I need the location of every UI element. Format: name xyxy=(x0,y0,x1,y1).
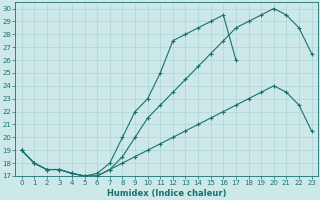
X-axis label: Humidex (Indice chaleur): Humidex (Indice chaleur) xyxy=(107,189,226,198)
